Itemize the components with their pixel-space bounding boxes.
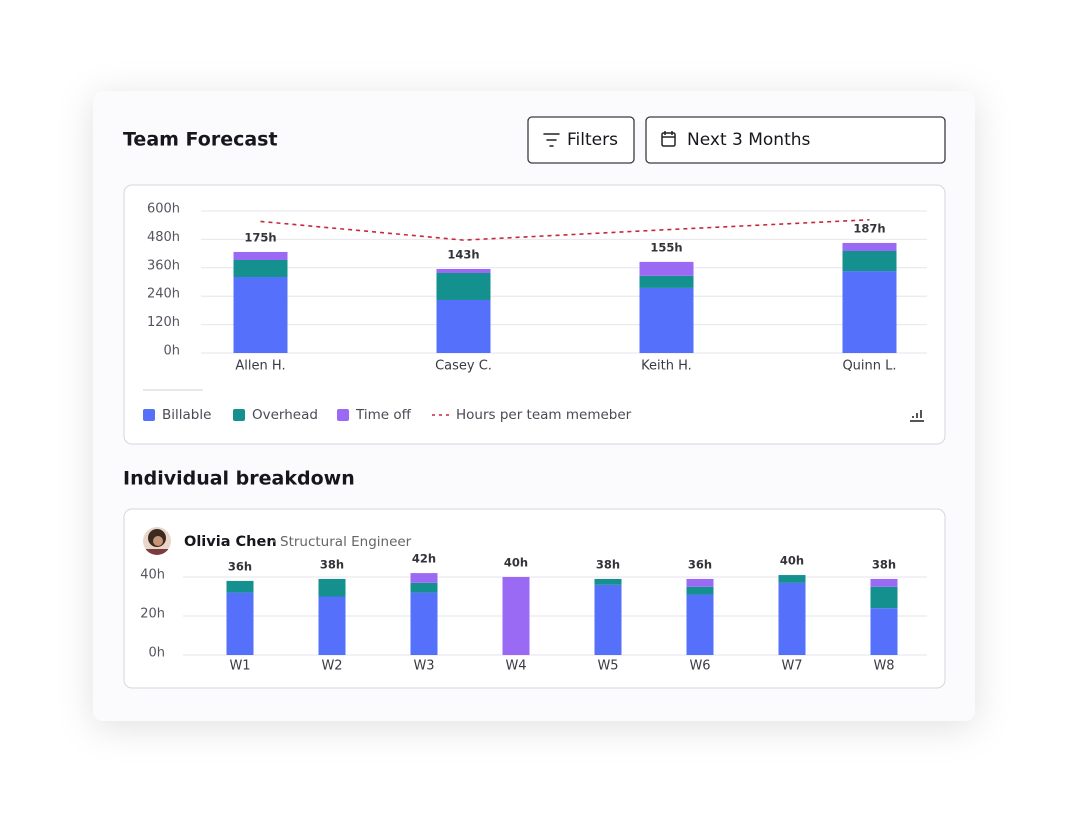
bar-segment (639, 275, 694, 288)
team-chart: 0h 120h 240h 360h 480h 600h Allen H. 175h Casey … (147, 202, 927, 374)
bar-segment (410, 582, 438, 593)
bar-segment (436, 268, 491, 274)
line-series (260, 218, 870, 241)
bar-segment (233, 277, 288, 353)
legend-swatch (233, 409, 245, 421)
bar-segment (686, 594, 714, 655)
team-chart-panel (123, 184, 946, 445)
x-tick-label: W8 (873, 659, 894, 674)
x-tick-label: W3 (413, 659, 434, 674)
filters-button[interactable]: Filters (527, 116, 635, 164)
y-tick-label: 240h (147, 287, 180, 302)
bar-segment (842, 271, 897, 353)
total-label: 175h (244, 230, 276, 244)
range-label: Next 3 Months (687, 130, 811, 150)
x-tick-label: W4 (505, 659, 526, 674)
y-tick-label: 600h (147, 202, 180, 217)
bar-segment (639, 261, 694, 276)
x-tick-label: W5 (597, 659, 618, 674)
total-label: 38h (596, 557, 620, 571)
x-tick-label: W1 (229, 659, 250, 674)
y-tick-label: 0h (163, 344, 180, 359)
x-tick-label: Quinn L. (842, 359, 896, 374)
bar-segment (318, 596, 346, 655)
bar-segment (594, 578, 622, 585)
section-title: Individual breakdown (123, 468, 355, 490)
bar-segment (502, 577, 530, 655)
x-tick-label: W6 (689, 659, 710, 674)
total-label: 42h (412, 552, 436, 566)
total-label: 143h (447, 247, 479, 261)
y-tick-label: 40h (140, 568, 165, 583)
bar-segment (410, 592, 438, 655)
bar-segment (233, 259, 288, 278)
chart-type-icon[interactable] (910, 410, 924, 422)
y-tick-label: 120h (147, 315, 180, 330)
y-tick-label: 0h (148, 646, 165, 661)
total-label: 38h (320, 557, 344, 571)
bar-segment (686, 586, 714, 595)
bar-segment (686, 578, 714, 587)
bar-segment (233, 251, 288, 260)
total-label: 187h (853, 221, 885, 235)
x-tick-label: Keith H. (641, 359, 692, 374)
x-tick-label: W2 (321, 659, 342, 674)
total-label: 155h (650, 240, 682, 254)
avatar (143, 527, 171, 555)
legend: Billable Overhead Time off Hours per team m… (143, 407, 632, 423)
legend-label: Billable (162, 407, 211, 423)
page-title: Team Forecast (123, 129, 278, 151)
bar-segment (226, 592, 254, 655)
bar-segment (318, 578, 346, 597)
range-selector[interactable]: Next 3 Months (645, 116, 946, 164)
legend-swatch (337, 409, 349, 421)
bar-segment (436, 299, 491, 353)
legend-label: Hours per team memeber (456, 407, 632, 423)
x-tick-label: Casey C. (435, 359, 492, 374)
bar-segment (778, 582, 806, 655)
person-name: Olivia Chen (184, 534, 277, 550)
legend-label: Overhead (252, 407, 318, 423)
total-label: 36h (228, 559, 252, 573)
separator-dot (272, 539, 276, 543)
y-tick-label: 360h (147, 258, 180, 273)
bar-segment (842, 242, 897, 251)
total-label: 38h (872, 557, 896, 571)
bar-segment (594, 584, 622, 655)
x-tick-label: W7 (781, 659, 802, 674)
bar-segment (870, 586, 898, 609)
x-tick-label: Allen H. (235, 359, 285, 374)
bar-segment (226, 580, 254, 593)
person-role: Structural Engineer (280, 534, 412, 550)
bar-segment (842, 250, 897, 272)
total-label: 40h (780, 554, 804, 568)
bar-segment (436, 273, 491, 300)
bar-segment (410, 573, 438, 583)
legend-label: Time off (355, 407, 412, 423)
total-label: 36h (688, 557, 712, 571)
bar-segment (778, 575, 806, 583)
bar-segment (870, 608, 898, 655)
individual-chart: 0h 20h 40h W1 36h W2 38h W3 42h W4 40h W5 38h W6 36h W7… (140, 552, 927, 674)
y-tick-label: 480h (147, 230, 180, 245)
bar-segment (639, 287, 694, 353)
legend-swatch (143, 409, 155, 421)
total-label: 40h (504, 556, 528, 570)
y-tick-label: 20h (140, 607, 165, 622)
filters-label: Filters (567, 130, 618, 150)
bar-segment (870, 578, 898, 587)
